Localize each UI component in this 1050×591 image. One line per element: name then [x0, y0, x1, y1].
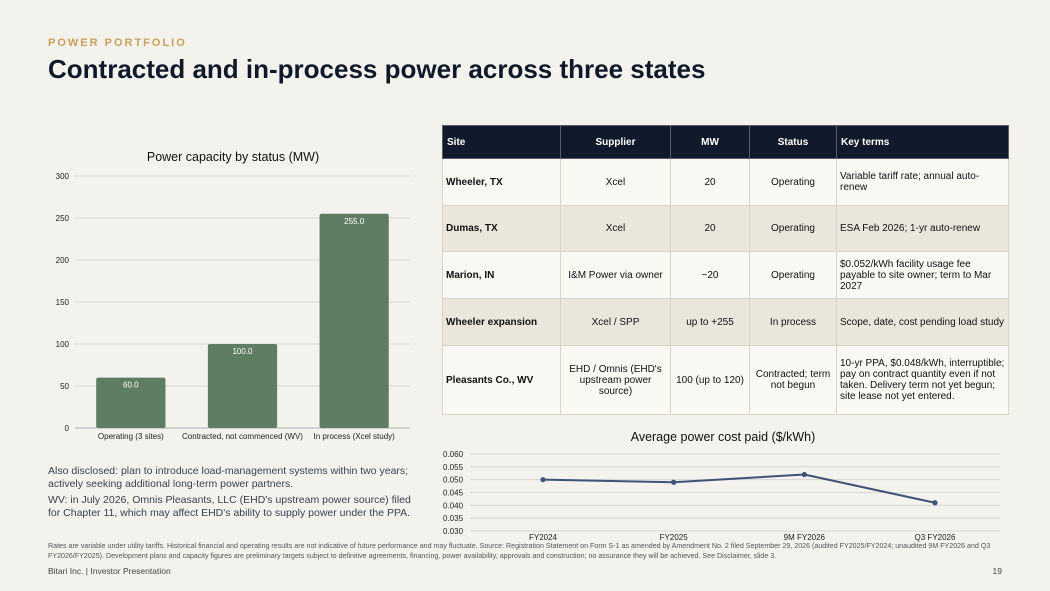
disclosure-wv-chapter11: WV: in July 2026, Omnis Pleasants, LLC (… [48, 494, 411, 519]
power-cost-point [801, 471, 807, 478]
cell-site: Marion, IN [442, 251, 561, 299]
table-row: Wheeler expansion Xcel / SPP up to +255 … [442, 298, 1009, 346]
line-y-tick-label: 0.035 [443, 514, 464, 523]
cell-site: Wheeler, TX [442, 158, 561, 206]
cell-status: Contracted; term not begun [749, 345, 837, 415]
line-x-tick-label: FY2024 [529, 533, 558, 542]
bar-y-tick-label: 200 [56, 256, 70, 265]
header-mw: MW [670, 125, 750, 159]
bar-value-label: 60.0 [123, 381, 139, 390]
line-x-tick-label: Q3 FY2026 [915, 533, 956, 542]
capacity-bar [207, 344, 278, 428]
footer-company: Bitari Inc. | Investor Presentation [48, 566, 171, 576]
capacity-bar [319, 213, 389, 428]
power-cost-line-chart: Average power cost paid ($/kWh) 0.030 0.0… [443, 430, 1000, 542]
bar-x-tick-label: In process (Xcel study) [313, 432, 395, 441]
cell-supplier: Xcel / SPP [560, 298, 671, 346]
power-sites-table: Site Supplier MW Status Key terms Wheele… [442, 125, 1009, 415]
cell-mw: up to +255 [670, 298, 750, 346]
table-row: Pleasants Co., WV EHD / Omnis (EHD's ups… [442, 345, 1009, 415]
bar-value-label: 255.0 [344, 217, 365, 226]
header-status: Status [749, 125, 837, 159]
table-row: Dumas, TX Xcel 20 Operating ESA Feb 2026… [442, 205, 1009, 252]
cell-status: Operating [749, 251, 837, 299]
cell-key-terms: ESA Feb 2026; 1-yr auto-renew [836, 205, 1009, 252]
cell-status: Operating [749, 158, 837, 206]
capacity-bar [96, 377, 166, 428]
cell-supplier: Xcel [560, 158, 671, 206]
line-y-tick-label: 0.030 [443, 527, 464, 536]
line-x-tick-label: 9M FY2026 [784, 533, 826, 542]
cell-site: Wheeler expansion [442, 298, 561, 346]
cell-mw: ~20 [670, 251, 750, 299]
header-key-terms: Key terms [836, 125, 1009, 159]
bar-y-tick-label: 300 [56, 172, 70, 181]
cell-supplier: I&M Power via owner [560, 251, 671, 299]
disclosure-load-management: Also disclosed: plan to introduce load-m… [48, 465, 409, 490]
cell-status: Operating [749, 205, 837, 252]
table-header-row: Site Supplier MW Status Key terms [442, 125, 1009, 159]
power-cost-point [932, 500, 938, 506]
source-footnote: Rates are variable under utility tariffs… [48, 542, 991, 560]
cell-key-terms: Variable tariff rate; annual auto-renew [836, 158, 1009, 206]
cell-key-terms: 10-yr PPA, $0.048/kWh, interruptible; pa… [836, 345, 1009, 415]
bar-y-tick-label: 250 [56, 214, 70, 223]
power-cost-point [540, 477, 546, 483]
bar-y-tick-label: 50 [60, 382, 69, 391]
bar-x-tick-label: Contracted, not commenced (WV) [182, 432, 303, 441]
line-chart-title: Average power cost paid ($/kWh) [631, 430, 816, 444]
line-y-tick-label: 0.055 [443, 463, 464, 472]
header-supplier: Supplier [560, 125, 671, 159]
line-y-tick-label: 0.050 [443, 476, 464, 485]
bar-value-label: 100.0 [232, 347, 253, 356]
cell-key-terms: Scope, date, cost pending load study [836, 298, 1009, 346]
power-cost-point [671, 479, 677, 485]
cell-site: Pleasants Co., WV [442, 345, 561, 415]
table-row: Marion, IN I&M Power via owner ~20 Opera… [442, 251, 1009, 299]
line-y-tick-label: 0.040 [443, 501, 464, 510]
cell-supplier: Xcel [560, 205, 671, 252]
bar-y-tick-label: 0 [65, 424, 70, 433]
bar-y-tick-label: 150 [56, 298, 70, 307]
cell-status: In process [749, 298, 837, 346]
cell-supplier: EHD / Omnis (EHD's upstream power source… [560, 345, 671, 415]
capacity-bar-chart: Power capacity by status (MW) 0 50 100 150 2… [56, 150, 410, 441]
cell-mw: 20 [670, 205, 750, 252]
header-site: Site [442, 125, 561, 159]
cell-site: Dumas, TX [442, 205, 561, 252]
line-y-tick-label: 0.045 [443, 489, 464, 498]
line-x-tick-label: FY2025 [660, 533, 689, 542]
line-y-tick-label: 0.060 [443, 450, 464, 459]
table-row: Wheeler, TX Xcel 20 Operating Variable t… [442, 158, 1009, 206]
cell-mw: 20 [670, 158, 750, 206]
bar-x-tick-label: Operating (3 sites) [98, 432, 164, 441]
page-title: Contracted and in-process power across t… [48, 54, 706, 84]
page-number: 19 [992, 566, 1002, 576]
bar-chart-title: Power capacity by status (MW) [147, 150, 319, 164]
bar-y-tick-label: 100 [56, 340, 70, 349]
cell-key-terms: $0.052/kWh facility usage fee payable to… [836, 251, 1009, 299]
power-cost-line [542, 473, 936, 504]
section-eyebrow: POWER PORTFOLIO [48, 37, 187, 49]
cell-mw: 100 (up to 120) [670, 345, 750, 415]
